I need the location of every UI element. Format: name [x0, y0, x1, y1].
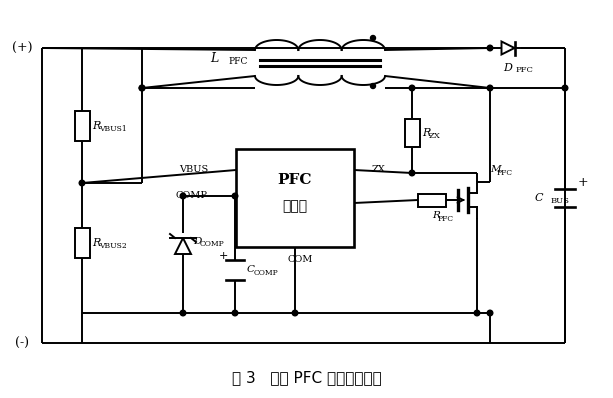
Text: M: M	[490, 166, 501, 174]
Text: VBUS: VBUS	[179, 166, 208, 174]
Circle shape	[409, 85, 415, 91]
Circle shape	[232, 193, 238, 199]
Circle shape	[232, 310, 238, 316]
Text: 图 3   内部 PFC 控制简化电路: 图 3 内部 PFC 控制简化电路	[232, 371, 381, 386]
Text: COMP: COMP	[200, 240, 225, 248]
Text: L: L	[210, 51, 218, 64]
Text: +: +	[218, 251, 227, 261]
Text: VBUS2: VBUS2	[99, 242, 127, 250]
Text: +: +	[577, 176, 588, 189]
Circle shape	[370, 35, 376, 41]
Bar	[75, 228, 89, 258]
Text: (+): (+)	[12, 41, 32, 55]
Circle shape	[139, 85, 145, 91]
Circle shape	[292, 310, 298, 316]
Circle shape	[409, 170, 415, 176]
Text: R: R	[92, 121, 101, 131]
Text: COM: COM	[287, 256, 313, 265]
Text: R: R	[432, 211, 440, 220]
Text: PFC: PFC	[438, 215, 454, 223]
Text: ZX: ZX	[429, 132, 441, 140]
Polygon shape	[175, 238, 191, 254]
Circle shape	[139, 85, 145, 91]
Text: PFC: PFC	[516, 66, 534, 74]
Circle shape	[370, 84, 376, 88]
Text: PFC: PFC	[278, 173, 312, 187]
Text: D: D	[193, 236, 202, 246]
Text: 控制器: 控制器	[283, 199, 308, 213]
Text: BUS: BUS	[551, 197, 570, 205]
Text: C: C	[535, 193, 543, 203]
Circle shape	[562, 85, 568, 91]
Text: VBUS1: VBUS1	[99, 125, 127, 133]
Text: R: R	[422, 128, 430, 138]
Text: R: R	[92, 238, 101, 248]
Text: D: D	[503, 63, 512, 73]
Text: PFC: PFC	[228, 57, 248, 66]
Text: PFC: PFC	[497, 169, 513, 177]
Bar	[418, 193, 446, 207]
Circle shape	[487, 310, 493, 316]
Text: COMP: COMP	[176, 191, 208, 201]
Bar	[405, 119, 419, 147]
Text: C: C	[247, 265, 255, 275]
Circle shape	[487, 45, 493, 51]
Bar	[75, 111, 89, 141]
Bar	[236, 149, 354, 247]
Circle shape	[79, 180, 85, 186]
Text: ZX: ZX	[372, 166, 386, 174]
Text: (-): (-)	[15, 336, 29, 349]
Polygon shape	[501, 41, 514, 55]
Circle shape	[487, 85, 493, 91]
Circle shape	[180, 193, 186, 199]
Circle shape	[180, 310, 186, 316]
Circle shape	[474, 310, 480, 316]
Text: COMP: COMP	[254, 269, 279, 277]
